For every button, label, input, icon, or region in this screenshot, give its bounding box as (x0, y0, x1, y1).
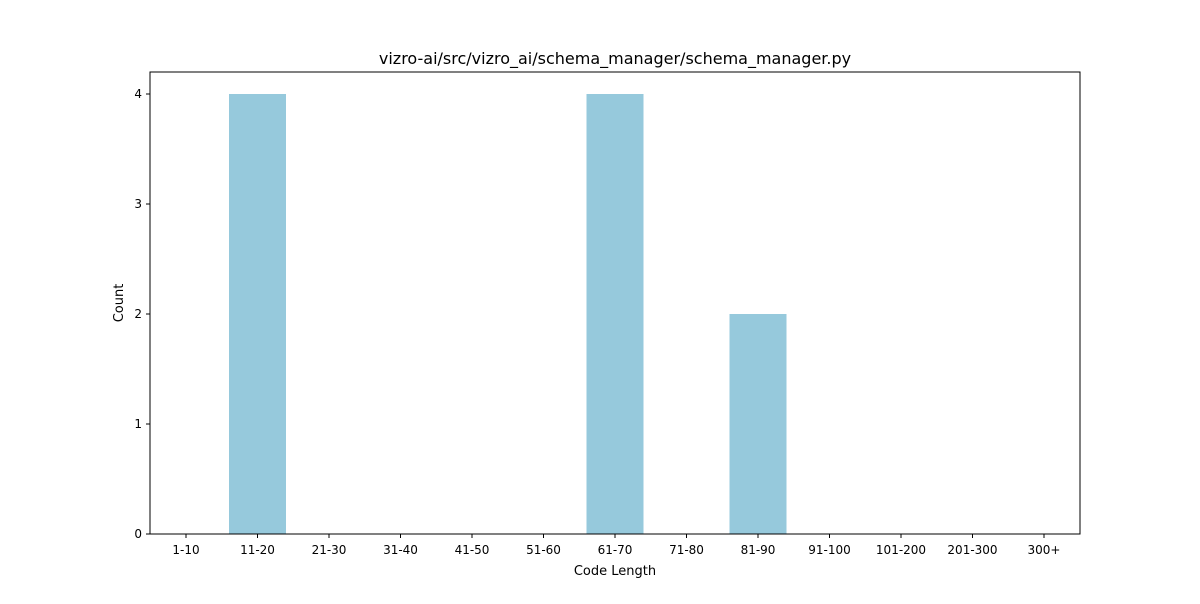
x-axis-label: Code Length (574, 564, 656, 579)
y-tick-label: 1 (134, 417, 142, 431)
y-tick-label: 4 (134, 87, 142, 101)
x-tick-label: 51-60 (526, 543, 561, 557)
y-axis-label: Count (112, 284, 127, 323)
x-tick-label: 300+ (1028, 543, 1061, 557)
x-tick-label: 41-50 (455, 543, 490, 557)
x-tick-label: 201-300 (947, 543, 997, 557)
x-tick-label: 31-40 (383, 543, 418, 557)
x-tick-label: 81-90 (741, 543, 776, 557)
y-tick-label: 0 (134, 527, 142, 541)
x-tick-label: 101-200 (876, 543, 926, 557)
y-tick-label: 2 (134, 307, 142, 321)
bars-group (229, 94, 787, 534)
bar-81-90 (729, 314, 787, 534)
x-tick-label: 91-100 (808, 543, 851, 557)
y-tick-label: 3 (134, 197, 142, 211)
chart-title: vizro-ai/src/vizro_ai/schema_manager/sch… (379, 49, 851, 69)
y-axis: 0 1 2 3 4 (134, 87, 150, 541)
x-tick-label: 1-10 (172, 543, 199, 557)
x-tick-label: 61-70 (598, 543, 633, 557)
bar-61-70 (586, 94, 644, 534)
x-tick-label: 21-30 (312, 543, 347, 557)
x-tick-label: 11-20 (240, 543, 275, 557)
bar-11-20 (229, 94, 286, 534)
plot-frame (149, 71, 1081, 535)
x-tick-label: 71-80 (669, 543, 704, 557)
x-axis: 1-10 11-20 21-30 31-40 41-50 51-60 61-70 71-80 8… (172, 534, 1060, 557)
